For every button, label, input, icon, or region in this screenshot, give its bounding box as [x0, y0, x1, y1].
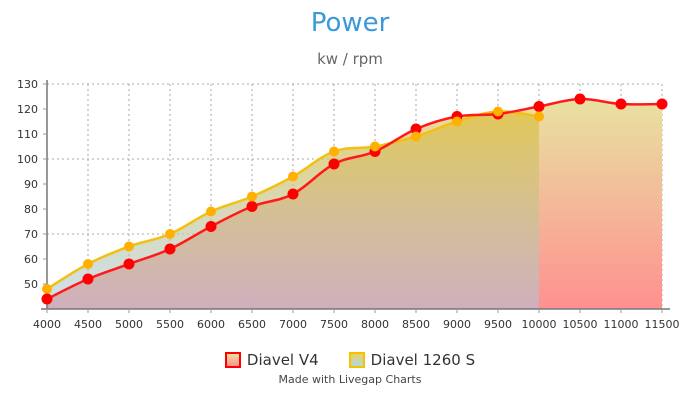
data-point[interactable]	[656, 98, 668, 110]
data-point[interactable]	[328, 158, 340, 170]
svg-text:11000: 11000	[604, 318, 639, 331]
svg-text:120: 120	[17, 103, 38, 116]
series-points[interactable]	[41, 93, 668, 305]
data-point[interactable]	[206, 206, 216, 217]
svg-text:11500: 11500	[645, 318, 680, 331]
data-point[interactable]	[288, 171, 298, 182]
legend-label: Diavel 1260 S	[370, 351, 476, 369]
svg-text:60: 60	[24, 253, 38, 266]
chart-plot-area: 50 60 70 80 90 100 110 120 130 4000 4500 5000 5500 60…	[17, 78, 680, 331]
data-point[interactable]	[329, 146, 339, 157]
data-point[interactable]	[452, 116, 462, 127]
svg-text:5000: 5000	[115, 318, 143, 331]
svg-text:5500: 5500	[156, 318, 184, 331]
svg-text:4000: 4000	[33, 318, 61, 331]
data-point[interactable]	[287, 188, 299, 200]
data-point[interactable]	[411, 131, 421, 142]
legend: Diavel V4 Diavel 1260 S	[0, 351, 700, 369]
axis-labels: 50 60 70 80 90 100 110 120 130 4000 4500 5000 5500 60…	[17, 78, 680, 331]
data-point[interactable]	[493, 106, 503, 117]
svg-text:9000: 9000	[443, 318, 471, 331]
legend-swatch-red	[224, 352, 241, 368]
data-point[interactable]	[534, 111, 544, 122]
data-point[interactable]	[615, 98, 627, 110]
legend-item-diavel-1260s[interactable]: Diavel 1260 S	[348, 351, 476, 369]
data-point[interactable]	[574, 93, 586, 105]
svg-text:80: 80	[24, 203, 38, 216]
data-point[interactable]	[533, 101, 545, 112]
data-point[interactable]	[165, 229, 175, 239]
svg-text:50: 50	[24, 278, 38, 291]
data-point[interactable]	[83, 259, 93, 269]
data-point[interactable]	[247, 191, 257, 202]
svg-text:7500: 7500	[320, 318, 348, 331]
svg-text:6000: 6000	[197, 318, 225, 331]
data-point[interactable]	[370, 141, 380, 152]
svg-text:10500: 10500	[563, 318, 598, 331]
svg-text:130: 130	[17, 78, 38, 91]
svg-text:90: 90	[24, 178, 38, 191]
axes	[41, 80, 670, 313]
legend-item-diavel-v4[interactable]: Diavel V4	[224, 351, 319, 369]
svg-text:6500: 6500	[238, 318, 266, 331]
svg-text:110: 110	[17, 128, 38, 141]
series-areas	[47, 98, 662, 310]
legend-label: Diavel V4	[246, 351, 319, 369]
svg-text:4500: 4500	[74, 318, 102, 331]
svg-text:10000: 10000	[522, 318, 557, 331]
chart-title: Power	[310, 8, 390, 38]
data-point[interactable]	[124, 241, 134, 252]
credit-text: Made with Livegap Charts	[278, 373, 422, 386]
svg-text:8500: 8500	[402, 318, 430, 331]
data-point[interactable]	[42, 284, 52, 294]
chart-subtitle: kw / rpm	[317, 50, 383, 68]
data-point[interactable]	[41, 293, 53, 305]
legend-swatch-yellow	[348, 352, 365, 368]
data-point[interactable]	[205, 221, 217, 232]
data-point[interactable]	[410, 123, 422, 135]
svg-text:9500: 9500	[484, 318, 512, 331]
svg-text:100: 100	[17, 153, 38, 166]
data-point[interactable]	[164, 243, 176, 255]
svg-text:70: 70	[24, 228, 38, 241]
data-point[interactable]	[123, 258, 135, 270]
data-point[interactable]	[246, 201, 258, 212]
svg-text:7000: 7000	[279, 318, 307, 331]
svg-text:8000: 8000	[361, 318, 389, 331]
data-point[interactable]	[82, 273, 94, 285]
